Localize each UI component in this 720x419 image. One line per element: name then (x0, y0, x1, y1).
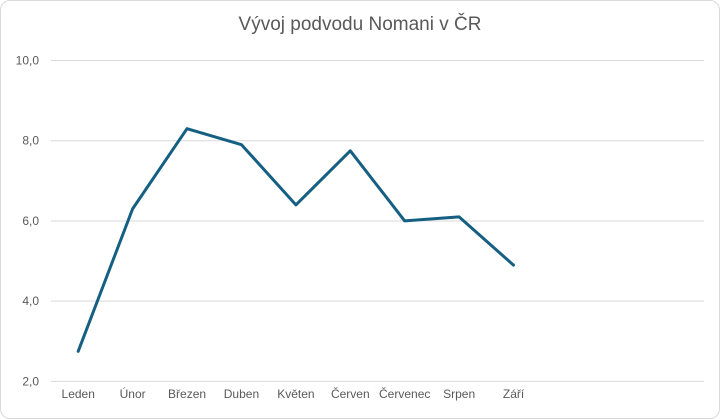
y-axis-tick-label: 6,0 (22, 214, 39, 228)
x-axis-tick-label: Srpen (443, 387, 475, 401)
data-line-series (76, 127, 515, 353)
y-axis-tick-label: 10,0 (16, 54, 40, 68)
x-axis-tick-label: Červen (331, 386, 370, 401)
x-axis-tick-label: Únor (120, 386, 146, 401)
y-axis-tick-label: 8,0 (22, 134, 39, 148)
x-axis-tick-label: Leden (62, 387, 95, 401)
chart-title: Vývoj podvodu Nomani v ČR (238, 14, 482, 35)
y-axis-tick-label: 2,0 (22, 374, 39, 388)
x-axis-tick-label: Duben (224, 387, 259, 401)
x-axis-tick-label: Květen (277, 387, 314, 401)
x-axis-tick-label: Červenec (379, 386, 430, 401)
x-axis-tick-label: Září (503, 387, 525, 401)
x-axis-tick-label: Březen (168, 387, 206, 401)
y-axis-tick-label: 4,0 (22, 294, 39, 308)
